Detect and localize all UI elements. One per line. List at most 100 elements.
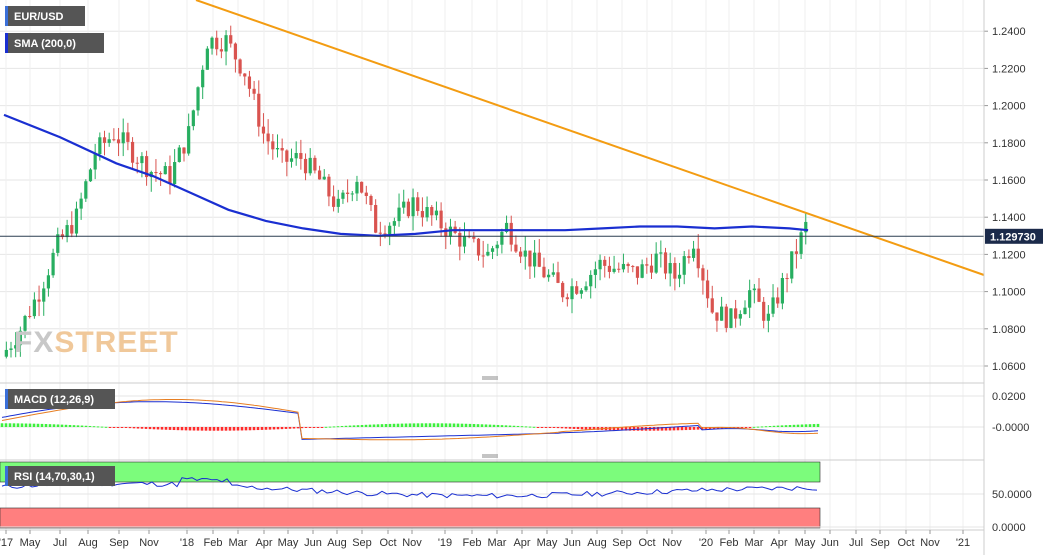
candle-body [523, 250, 527, 257]
candle-body [691, 248, 696, 258]
candle-body [350, 193, 354, 195]
rsi-oversold-zone [0, 507, 821, 529]
sma-label: SMA (200,0) [5, 33, 104, 53]
macd-bar [620, 427, 624, 431]
y-axis-macd: 0.0200 -0.0000 [992, 391, 1029, 434]
macd-bar [560, 427, 564, 429]
candle-body [215, 37, 219, 50]
macd-bar [112, 427, 116, 428]
x-tick-label: '21 [956, 537, 970, 549]
candle-body [336, 198, 340, 207]
candle-body [486, 251, 490, 256]
macd-bar [652, 427, 656, 431]
macd-bar [332, 426, 336, 428]
candle-body [565, 297, 569, 300]
candle-body [762, 301, 766, 321]
candle-body [748, 290, 752, 308]
candle-body [701, 268, 705, 281]
macd-bar [492, 424, 496, 427]
macd-bar [280, 427, 284, 430]
macd-bar [100, 426, 104, 428]
x-tick-label: Feb [463, 537, 482, 549]
candle-body [70, 225, 74, 234]
candle-body [570, 286, 574, 300]
macd-bar [760, 426, 764, 428]
macd-bar [532, 426, 536, 428]
macd-bar [344, 425, 348, 427]
macd-bar [396, 423, 400, 427]
candle-body [271, 141, 275, 150]
candle-body [528, 250, 532, 267]
macd-bar [48, 424, 52, 427]
x-tick-label: Jun [821, 537, 839, 549]
macd-bar [224, 427, 228, 431]
macd-bar [68, 424, 72, 427]
macd-bar [448, 423, 452, 427]
candle-body [294, 153, 298, 159]
candle-body [257, 93, 261, 127]
candle-body [182, 147, 186, 154]
macd-bar [432, 423, 436, 427]
candle-body [659, 252, 663, 254]
candle-body [163, 166, 167, 175]
macd-bar [320, 427, 324, 428]
y-tick-label: 1.2200 [992, 63, 1026, 75]
candle-body [313, 157, 317, 171]
macd-bar [428, 423, 432, 427]
macd-bar [252, 427, 256, 431]
macd-bar [132, 427, 136, 429]
macd-bar [24, 423, 28, 427]
candle-body [140, 156, 144, 164]
candle-body [654, 253, 658, 273]
y-tick-label: 0.0000 [992, 522, 1026, 534]
candle-body [369, 195, 373, 206]
candle-body [724, 306, 728, 328]
candle-body [738, 314, 742, 319]
candle-body [23, 315, 27, 331]
macd-bar [768, 426, 772, 428]
svg-text:MACD (12,26,9): MACD (12,26,9) [14, 394, 94, 406]
macd-bar [476, 424, 480, 427]
macd-bar [308, 427, 312, 428]
candle-body [509, 222, 513, 245]
macd-bar [380, 424, 384, 427]
candle-body [402, 201, 406, 208]
x-tick-label: Sep [870, 537, 890, 549]
macd-bar [472, 424, 476, 427]
candle-body [804, 221, 808, 233]
candle-body [420, 211, 425, 218]
panel-divider-handle-1[interactable] [482, 376, 498, 380]
panel-divider-handle-2[interactable] [482, 454, 498, 458]
macd-bar [568, 427, 572, 429]
x-tick-label: Jun [304, 537, 322, 549]
macd-bar [392, 423, 396, 427]
y-tick-label: 1.2000 [992, 101, 1026, 113]
macd-bar [232, 427, 236, 431]
candle-body [635, 266, 640, 278]
candle-body [346, 192, 350, 194]
macd-bar [272, 427, 276, 430]
svg-text:1.129730: 1.129730 [990, 231, 1036, 243]
macd-bar [692, 427, 696, 430]
macd-bar [260, 427, 264, 430]
macd-bar [452, 423, 456, 427]
macd-bar [792, 424, 796, 427]
macd-bar [52, 424, 56, 427]
x-tick-label: '18 [180, 537, 194, 549]
candle-body [649, 265, 654, 273]
candle-body [776, 297, 780, 304]
macd-bar [508, 425, 512, 427]
candle-body [327, 176, 331, 197]
candle-body [60, 234, 65, 238]
macd-bar [564, 427, 568, 429]
candle-body [444, 228, 448, 237]
macd-bar [780, 425, 784, 427]
svg-text:RSI (14,70,30,1): RSI (14,70,30,1) [14, 471, 95, 483]
candle-body [425, 207, 429, 218]
candle-body [794, 251, 799, 254]
y-tick-label: 1.1200 [992, 249, 1026, 261]
candle-body [135, 162, 139, 164]
candle-body [780, 277, 784, 304]
y-tick-label: 1.1000 [992, 287, 1026, 299]
macd-bar [84, 425, 88, 427]
